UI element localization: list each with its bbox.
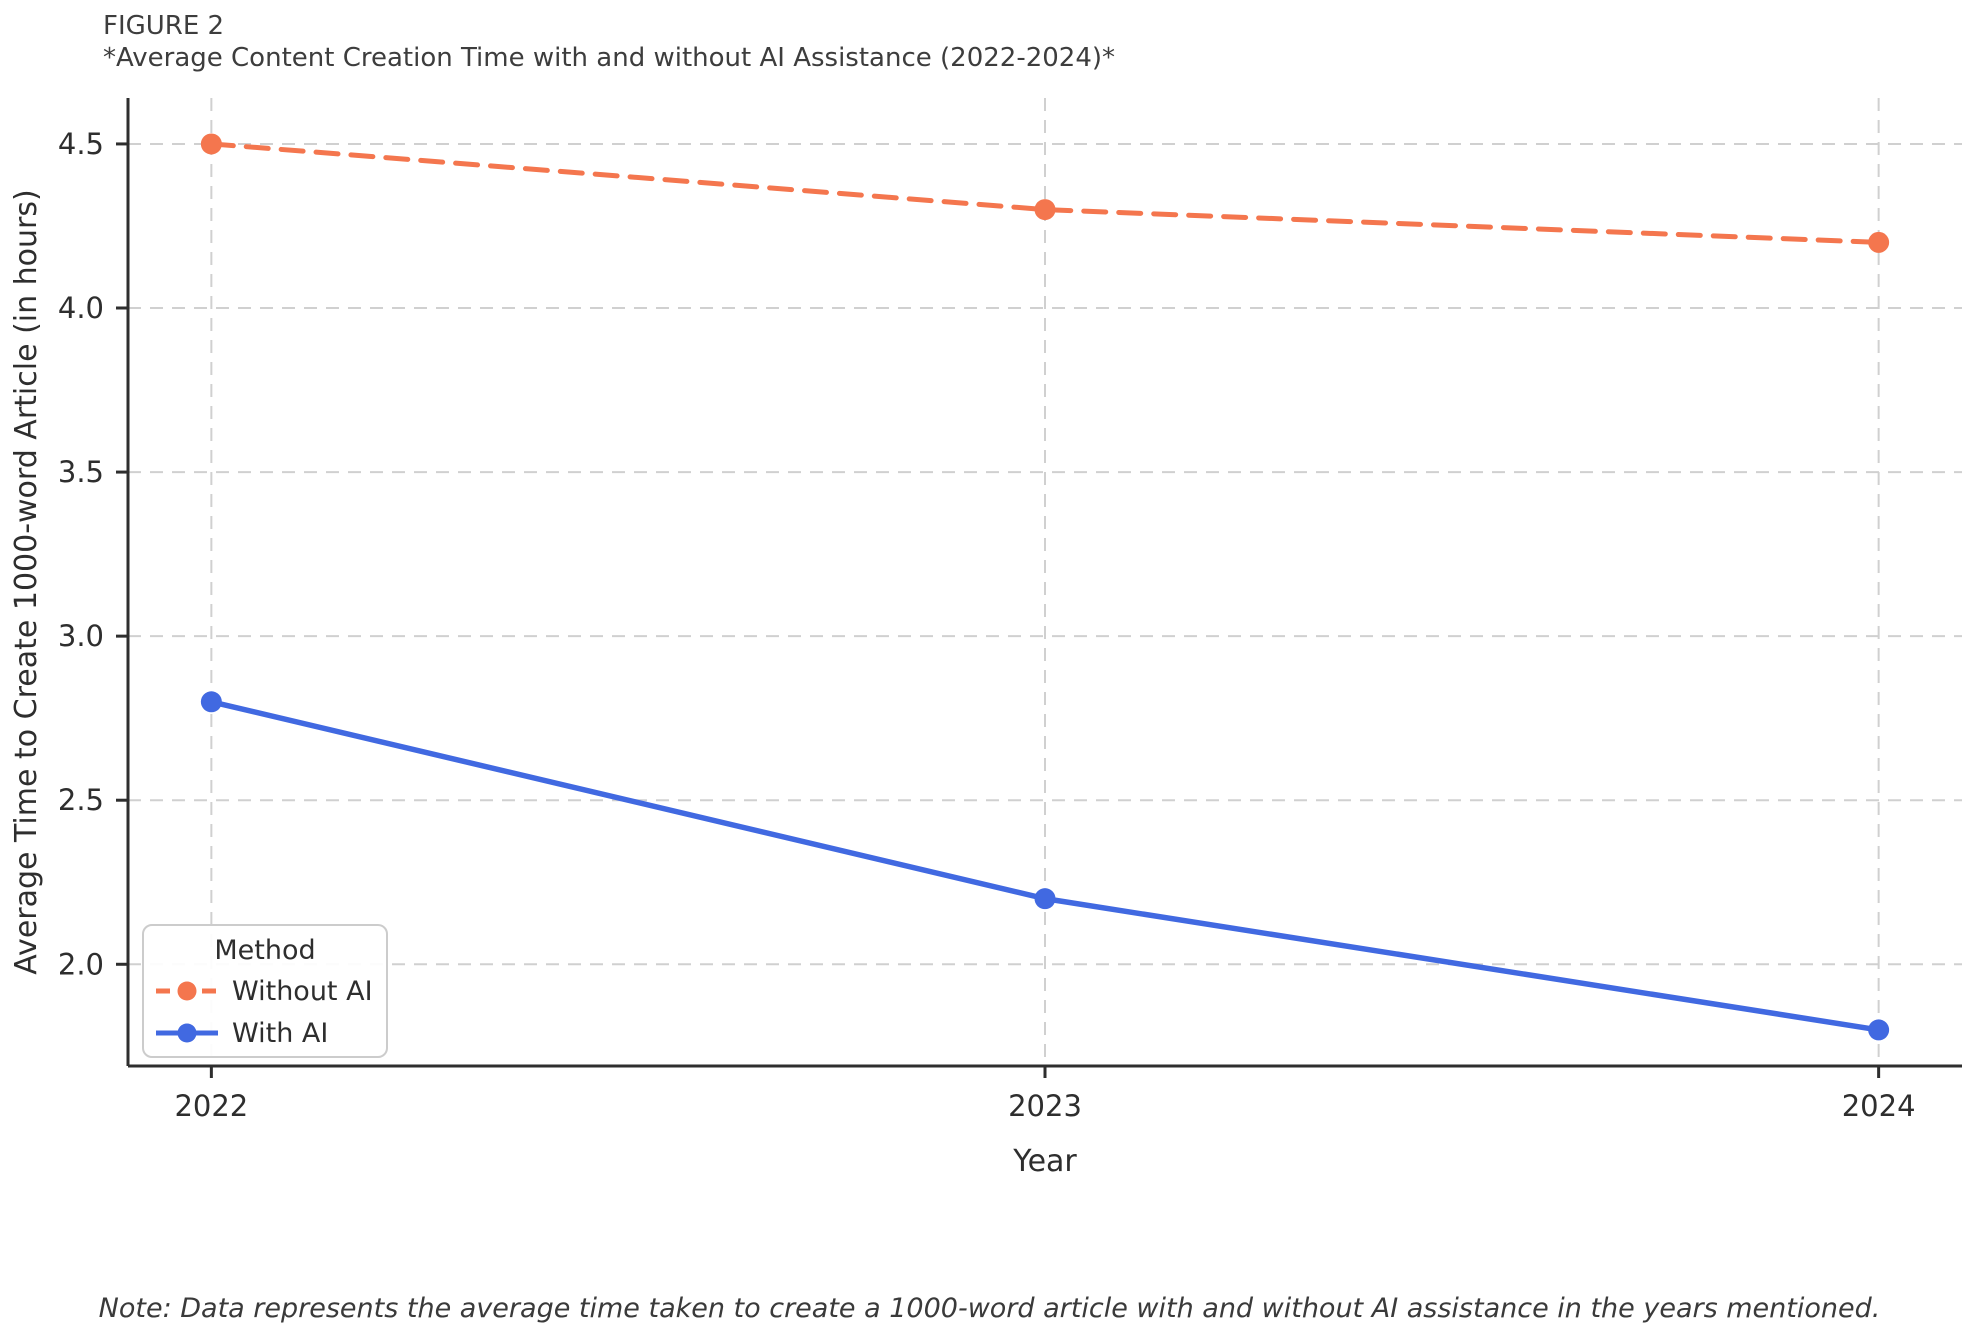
y-tick-label-2.5: 2.5: [58, 783, 104, 817]
x-axis-label: Year: [1012, 1144, 1077, 1179]
y-tick-label-4.5: 4.5: [58, 127, 104, 161]
data-point-with-ai-2022: [200, 691, 222, 713]
y-tick-label-3.5: 3.5: [58, 455, 104, 489]
data-point-without-ai-2023: [1034, 199, 1056, 221]
figure-header: FIGURE 2 *Average Content Creation Time …: [103, 10, 1115, 74]
dashed-line-marker-icon: [156, 981, 218, 1001]
legend-title: Method: [214, 935, 316, 966]
y-tick-label-3.0: 3.0: [58, 619, 104, 653]
x-tick-label-2023: 2023: [1008, 1089, 1082, 1123]
y-tick-label-2.0: 2.0: [58, 947, 104, 981]
data-point-without-ai-2022: [200, 133, 222, 155]
solid-line-marker-icon: [156, 1023, 218, 1043]
x-tick-label-2024: 2024: [1842, 1089, 1916, 1123]
figure-title: *Average Content Creation Time with and …: [103, 43, 1116, 73]
data-point-with-ai-2024: [1868, 1019, 1890, 1041]
figure-note: Note: Data represents the average time t…: [98, 1293, 1881, 1324]
legend-label-without-ai: Without AI: [232, 975, 373, 1007]
x-tick-label-2022: 2022: [174, 1089, 248, 1123]
y-axis-label: Average Time to Create 1000-word Article…: [9, 189, 44, 974]
data-point-with-ai-2023: [1034, 888, 1056, 910]
series-line-without-ai: [208, 141, 1882, 245]
data-point-without-ai-2024: [1868, 231, 1890, 253]
legend-label-with-ai: With AI: [232, 1017, 329, 1049]
figure-label: FIGURE 2: [103, 11, 225, 41]
legend-entry-without-ai: Without AI: [144, 970, 386, 1012]
legend: Method Without AI With AI: [142, 924, 388, 1058]
y-tick-label-4.0: 4.0: [58, 291, 104, 325]
legend-entry-with-ai: With AI: [144, 1012, 386, 1054]
